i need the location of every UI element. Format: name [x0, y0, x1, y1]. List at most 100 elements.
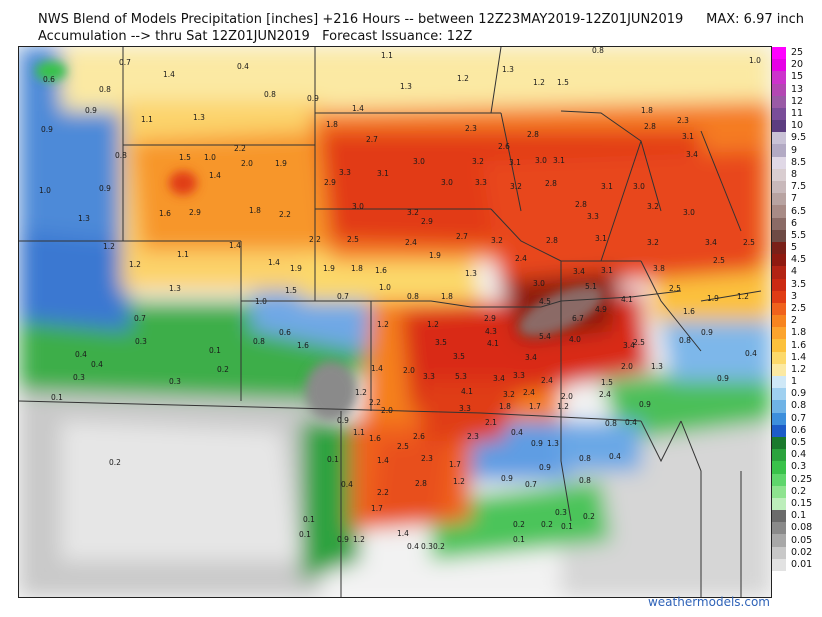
legend-label: 0.1 [791, 510, 807, 522]
precip-value: 0.9 [539, 463, 551, 472]
legend-label: 1.8 [791, 327, 807, 339]
legend-label: 13 [791, 83, 804, 95]
legend-swatch [772, 266, 786, 280]
legend-label: 0.3 [791, 461, 807, 473]
precip-value: 1.1 [177, 250, 189, 259]
precip-value: 1.4 [268, 258, 280, 267]
precip-value: 0.2 [217, 365, 229, 374]
precip-value: 2.6 [498, 142, 510, 151]
precip-value: 0.1 [209, 346, 221, 355]
legend-swatch [772, 388, 786, 401]
legend-swatch [772, 205, 786, 219]
precip-value: 0.4 [625, 418, 637, 427]
legend-label: 0.25 [791, 473, 813, 485]
precip-value: 1.4 [352, 104, 364, 113]
title-line-2: Accumulation --> thru Sat 12Z01JUN2019 F… [38, 29, 473, 44]
max-value-label: MAX: 6.97 inch [706, 12, 804, 27]
precip-value: 3.1 [682, 132, 694, 141]
legend-swatch [772, 59, 786, 72]
title-line-1: NWS Blend of Models Precipitation [inche… [38, 12, 684, 27]
legend-label: 0.15 [791, 497, 813, 509]
legend-swatch [772, 400, 786, 414]
precip-value: 3.2 [510, 182, 522, 191]
legend-swatch [772, 315, 786, 328]
legend-label: 0.01 [791, 558, 813, 570]
precip-value: 1.4 [163, 70, 175, 79]
legend-label: 0.2 [791, 485, 807, 497]
precip-value: 3.0 [413, 157, 425, 166]
precip-value: 3.3 [423, 372, 435, 381]
precip-value: 3.2 [491, 236, 503, 245]
precip-value: 3.0 [352, 202, 364, 211]
precip-value: 1.7 [449, 460, 461, 469]
legend-swatch [772, 120, 786, 133]
precip-value: 0.8 [99, 85, 111, 94]
precip-value: 1.3 [651, 362, 663, 371]
precip-value: 0.7 [134, 314, 146, 323]
legend-label: 3 [791, 290, 798, 302]
precip-value: 2.5 [743, 238, 755, 247]
legend-label: 0.05 [791, 534, 813, 546]
precip-value: 2.2 [369, 398, 381, 407]
legend-swatch [772, 83, 786, 97]
precip-value: 2.5 [397, 442, 409, 451]
legend-swatch [772, 47, 786, 60]
precip-value: 3.5 [435, 338, 447, 347]
precip-value: 4.1 [621, 295, 633, 304]
precip-value-labels: 0.7 1.4 0.4 0.8 0.9 1.4 1.3 1.2 1.1 1.3 1.2 1.5 0.8 1… [39, 47, 761, 551]
precip-value: 2.2 [234, 144, 246, 153]
legend-swatch [772, 558, 786, 572]
legend-swatch [772, 473, 786, 487]
precip-value: 3.0 [441, 178, 453, 187]
precip-value: 4.5 [539, 297, 551, 306]
legend-label: 0.02 [791, 546, 813, 558]
legend-swatch [772, 107, 786, 121]
map-canvas: 0.7 1.4 0.4 0.8 0.9 1.4 1.3 1.2 1.1 1.3 1.2 1.5 0.8 1… [19, 47, 771, 597]
legend-swatch [772, 534, 786, 548]
precip-value: 2.4 [599, 390, 611, 399]
precip-value: 3.1 [553, 156, 565, 165]
legend-label: 12 [791, 95, 804, 107]
legend-label: 15 [791, 71, 804, 83]
legend-label: 7 [791, 193, 798, 205]
precip-shading [19, 47, 771, 597]
precip-value: 3.0 [683, 208, 695, 217]
precip-value: 0.4 [75, 350, 87, 359]
legend-swatch [772, 302, 786, 316]
precip-value: 3.3 [587, 212, 599, 221]
precip-value: 1.3 [193, 113, 205, 122]
precip-value: 1.2 [353, 535, 365, 544]
precip-value: 0.1 [303, 515, 315, 524]
precip-value: 3.3 [475, 178, 487, 187]
precip-value: 2.3 [465, 124, 477, 133]
precip-value: 4.1 [487, 339, 499, 348]
legend-label: 8 [791, 168, 798, 180]
precip-value: 3.4 [573, 267, 585, 276]
legend-label: 0.08 [791, 522, 813, 534]
precip-value: 2.2 [377, 488, 389, 497]
legend-label: 6.5 [791, 205, 807, 217]
legend-swatch [772, 254, 786, 267]
precip-value: 0.8 [579, 476, 591, 485]
precip-value: 2.8 [546, 236, 558, 245]
precip-value: 2.0 [621, 362, 633, 371]
precip-value: 1.9 [290, 264, 302, 273]
precip-value: 1.8 [326, 120, 338, 129]
precip-value: 1.9 [275, 159, 287, 168]
precip-value: 0.4 [511, 428, 523, 437]
precip-value: 3.3 [513, 371, 525, 380]
legend-swatch [772, 546, 786, 560]
precip-value: 1.8 [249, 206, 261, 215]
precip-value: 6.7 [572, 314, 584, 323]
precip-value: 1.5 [601, 378, 613, 387]
precip-value: 0.8 [679, 336, 691, 345]
precip-value: 2.8 [575, 200, 587, 209]
legend-label: 0.5 [791, 437, 807, 449]
legend-label: 10 [791, 120, 804, 132]
precip-value: 2.9 [421, 217, 433, 226]
precip-value: 1.8 [499, 402, 511, 411]
precip-value: 0.2 [583, 512, 595, 521]
precip-value: 1.2 [557, 402, 569, 411]
legend-swatch [772, 339, 786, 353]
precip-value: 1.7 [529, 402, 541, 411]
